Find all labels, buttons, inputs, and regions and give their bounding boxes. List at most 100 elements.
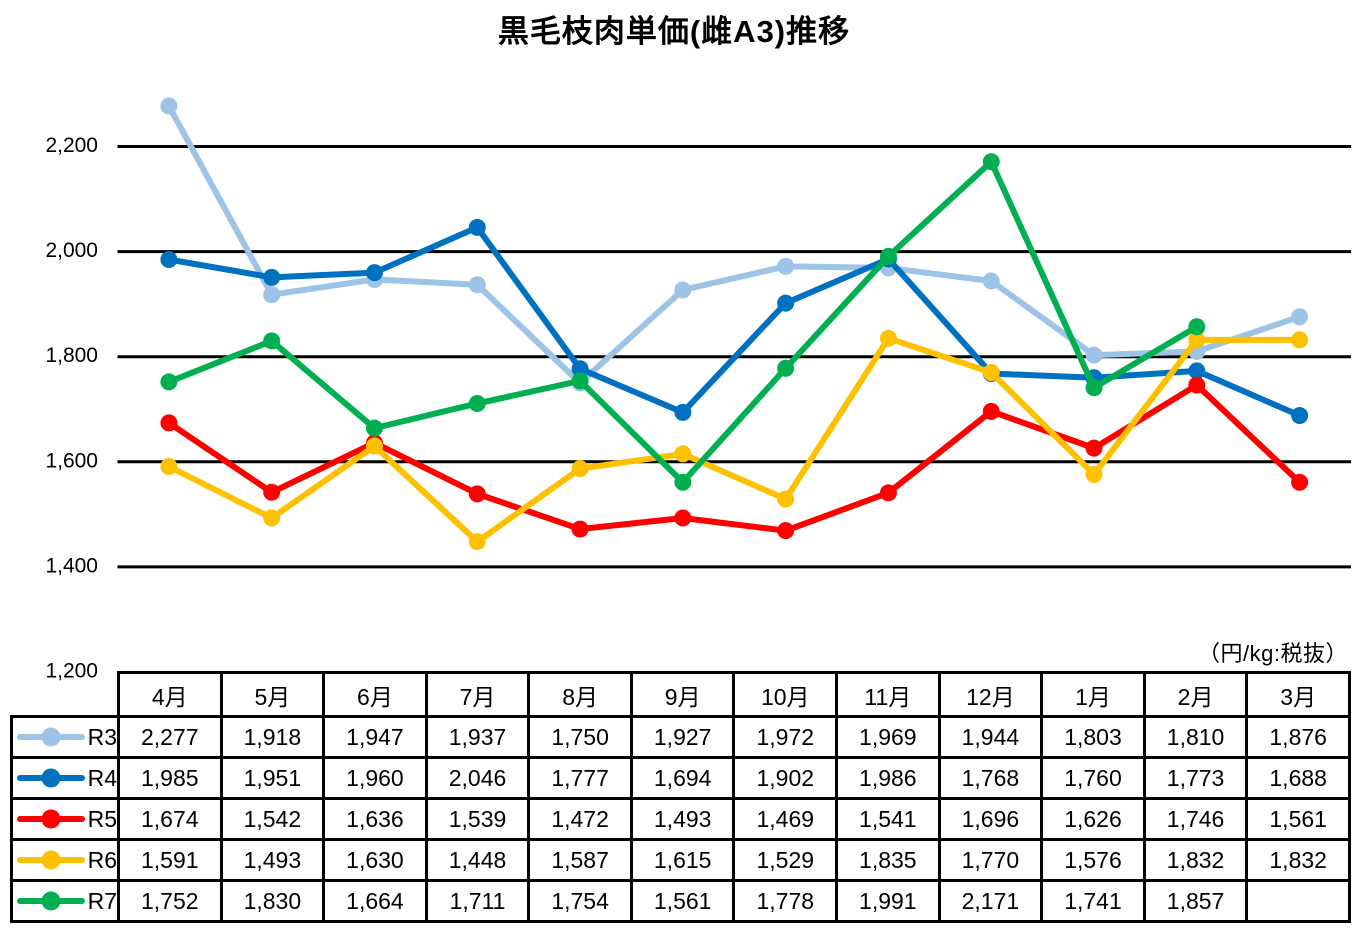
table-cell: 1,636 [322,797,428,841]
table-cell: 1,694 [629,756,736,800]
series-label: R6 [87,846,117,873]
table-cell: 1,832 [1245,838,1351,882]
data-point-R7 [1085,379,1103,397]
legend-marker [41,768,61,788]
y-axis-tick-label: 1,800 [45,344,98,367]
table-cell: 1,991 [835,879,941,923]
series-line-R6 [165,335,1303,545]
series-line-R3 [165,103,1303,386]
data-point-R6 [674,445,692,463]
column-header-8月: 8月 [527,671,633,718]
data-point-R6 [879,329,897,347]
table-cell: 1,746 [1142,797,1249,841]
legend-line-icon [16,850,85,870]
table-cell: 1,561 [629,879,736,923]
table-cell: 1,760 [1040,756,1146,800]
data-point-R5 [674,509,692,527]
table-cell: 1,626 [1040,797,1146,841]
data-point-R3 [1085,346,1103,364]
table-cell: 1,810 [1142,715,1249,759]
data-point-R7 [263,332,281,350]
table-cell: 1,773 [1142,756,1249,800]
data-point-R6 [160,458,178,476]
data-point-R5 [468,485,486,503]
legend-marker [41,891,61,911]
y-axis-tick-label: 2,000 [45,239,98,262]
column-header-11月: 11月 [835,671,941,718]
data-table: 4月 5月 6月 7月 8月 9月 10月 11月 12月 1月 2月 3月 R3 2,277 1,918… [10,671,1351,923]
data-point-R4 [1291,407,1309,425]
series-R3 [160,97,1309,392]
table-cell: 1,529 [732,838,839,882]
data-point-R7 [1188,318,1206,336]
series-label: R5 [87,805,117,832]
table-cell: 1,937 [424,715,531,759]
data-point-R7 [982,153,1000,171]
legend-line-icon [16,891,85,911]
series-R5 [160,376,1309,540]
table-cell [1245,879,1351,923]
table-row-R6: R6 1,591 1,493 1,630 1,448 1,587 1,615 1,529 1,8… [10,838,1351,882]
legend-key-R3: R3 [10,715,120,759]
data-point-R6 [571,460,589,478]
data-point-R5 [879,484,897,502]
data-point-R3 [777,257,795,275]
unit-note: （円/kg:税抜） [1198,641,1348,666]
table-cell: 1,778 [732,879,839,923]
data-point-R5 [1291,473,1309,491]
series-label: R3 [87,723,117,750]
table-row-R5: R5 1,674 1,542 1,636 1,539 1,472 1,493 1,469 1,5… [10,797,1351,841]
data-point-R3 [674,281,692,299]
table-cell: 1,493 [219,838,326,882]
data-point-R4 [674,403,692,421]
table-row-R4: R4 1,985 1,951 1,960 2,046 1,777 1,694 1,902 1,9… [10,756,1351,800]
y-axis-tick-label: 1,600 [45,449,98,472]
table-cell: 1,770 [937,838,1044,882]
table-cell: 2,171 [937,879,1044,923]
legend-marker [41,727,61,747]
series-line-R4 [165,224,1303,419]
column-header-3月: 3月 [1245,671,1351,718]
table-cell: 1,469 [732,797,839,841]
table-cell: 1,448 [424,838,531,882]
data-point-R7 [160,373,178,391]
table-cell: 1,803 [1040,715,1146,759]
data-point-R5 [1188,376,1206,394]
table-cell: 1,960 [322,756,428,800]
table-cell: 1,539 [424,797,531,841]
data-point-R4 [365,264,383,282]
column-header-7月: 7月 [424,671,531,718]
data-point-R7 [365,419,383,437]
table-cell: 2,277 [117,715,223,759]
data-point-R5 [982,402,1000,420]
data-point-R3 [468,276,486,294]
table-cell: 1,711 [424,879,531,923]
table-cell: 1,541 [835,797,941,841]
legend-key-R5: R5 [10,797,120,841]
table-cell: 1,951 [219,756,326,800]
series-R6 [160,329,1309,551]
data-point-R5 [571,520,589,538]
legend-key-R4: R4 [10,756,120,800]
table-cell: 1,576 [1040,838,1146,882]
table-cell: 1,752 [117,879,223,923]
table-cell: 2,046 [424,756,531,800]
data-point-R7 [879,247,897,265]
data-point-R7 [468,394,486,412]
table-cell: 1,674 [117,797,223,841]
data-point-R6 [1188,331,1206,349]
series-R7 [160,153,1206,491]
table-cell: 1,944 [937,715,1044,759]
data-point-R4 [160,250,178,268]
chart-title: 黒毛枝肉単価(雌A3)推移 [497,14,851,49]
y-axis-tick-label: 1,200 [45,660,98,683]
column-header-9月: 9月 [629,671,736,718]
data-point-R3 [160,97,178,115]
table-cell: 1,591 [117,838,223,882]
data-point-R5 [160,414,178,432]
data-point-R5 [1085,439,1103,457]
column-header-5月: 5月 [219,671,326,718]
data-point-R6 [1085,465,1103,483]
column-header-12月: 12月 [937,671,1044,718]
data-point-R4 [571,360,589,378]
